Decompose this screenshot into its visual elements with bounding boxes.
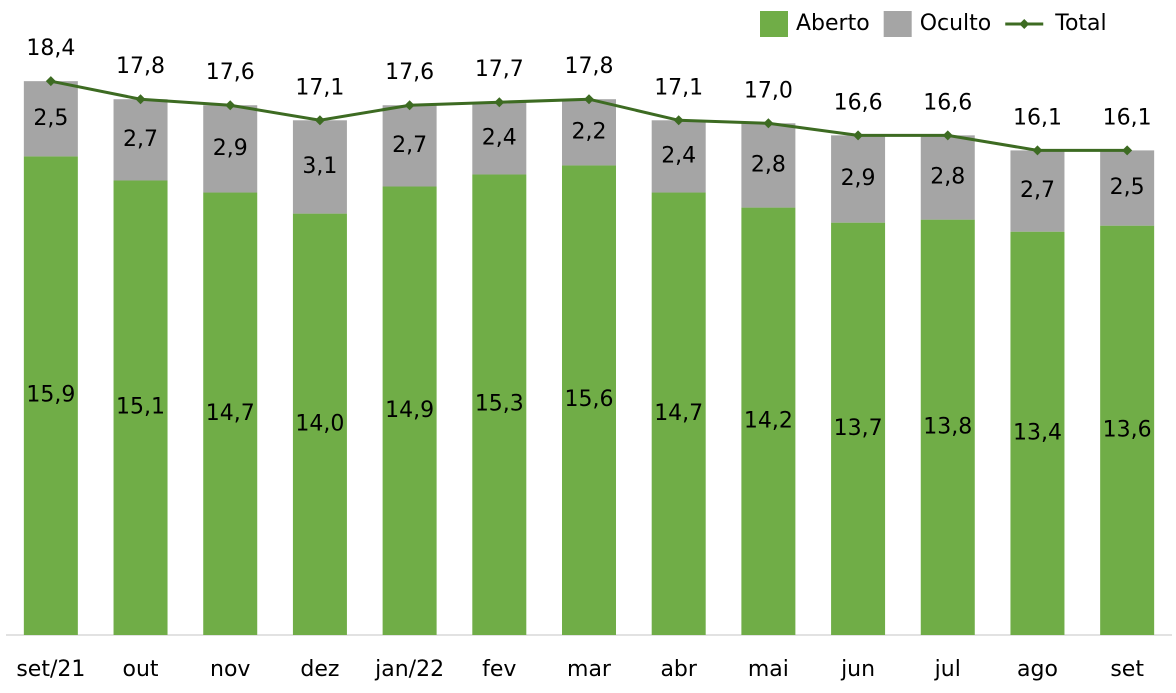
x-tick-label: dez	[300, 657, 339, 682]
line-marker	[1122, 145, 1133, 156]
x-tick-label: mai	[748, 657, 789, 682]
bar-segment	[292, 213, 347, 635]
data-label: 2,7	[392, 133, 427, 158]
line-marker	[45, 76, 56, 87]
x-tick-label: out	[123, 657, 159, 682]
data-label: 16,6	[834, 90, 883, 115]
bar-segment	[472, 174, 527, 635]
x-tick-label: abr	[660, 657, 697, 682]
data-label: 15,3	[475, 392, 524, 417]
data-label: 2,8	[751, 152, 786, 177]
data-label: 13,4	[1013, 420, 1062, 445]
data-label: 14,7	[206, 401, 255, 426]
bar-segment	[382, 105, 437, 187]
data-label: 2,4	[482, 125, 517, 150]
bar-segment	[472, 102, 527, 175]
data-label: 2,5	[33, 106, 68, 131]
bar-segment	[1100, 225, 1155, 635]
bar-segment	[741, 123, 796, 208]
data-label: 15,9	[26, 383, 75, 408]
bar-segment	[23, 81, 78, 157]
data-label: 2,7	[1020, 178, 1055, 203]
data-label: 17,0	[744, 78, 793, 103]
data-label: 3,1	[302, 154, 337, 179]
bar-segment	[113, 99, 168, 181]
data-label: 15,1	[116, 395, 165, 420]
data-label: 14,0	[295, 411, 344, 436]
x-tick-label: set	[1110, 657, 1144, 682]
bar-segment	[1010, 231, 1065, 635]
x-tick-label: mar	[567, 657, 612, 682]
legend-label: Aberto	[796, 11, 870, 36]
data-label: 2,8	[930, 164, 965, 189]
line-marker	[404, 100, 415, 111]
data-label: 17,7	[475, 57, 524, 82]
bar-segment	[203, 105, 258, 193]
data-label: 14,2	[744, 408, 793, 433]
bar-segment	[920, 135, 975, 220]
bar-segment	[920, 219, 975, 635]
line-marker	[135, 94, 146, 105]
bar-segment	[651, 192, 706, 635]
data-label: 2,2	[572, 119, 607, 144]
legend-swatch-marker	[1019, 19, 1030, 29]
data-label: 17,6	[206, 60, 255, 85]
data-label: 15,6	[565, 387, 614, 412]
data-label: 18,4	[26, 36, 75, 61]
bar-segment	[382, 186, 437, 635]
bar-segment	[831, 222, 886, 635]
data-label: 17,1	[654, 75, 703, 100]
legend-label: Total	[1054, 11, 1106, 36]
data-label: 13,6	[1103, 417, 1152, 442]
data-label: 16,1	[1103, 105, 1152, 130]
bar-segment	[203, 192, 258, 635]
bar-segment	[1010, 150, 1065, 232]
line-marker	[225, 100, 236, 111]
bar-segment	[562, 165, 616, 635]
x-tick-label: ago	[1017, 657, 1058, 682]
line-marker	[853, 130, 864, 141]
data-label: 2,4	[661, 143, 696, 168]
data-label: 13,7	[834, 416, 883, 441]
bar-segment	[292, 120, 347, 214]
line-marker	[763, 118, 774, 129]
x-tick-label: jan/22	[374, 657, 444, 682]
data-label: 16,1	[1013, 105, 1062, 130]
data-label: 17,8	[116, 54, 165, 79]
bar-segment	[831, 135, 886, 223]
line-marker	[584, 94, 594, 105]
data-label: 2,9	[841, 166, 876, 191]
x-tick-label: jun	[840, 657, 875, 682]
line-marker	[942, 130, 953, 141]
data-label: 2,9	[213, 136, 248, 161]
data-label: 17,8	[565, 54, 614, 79]
data-label: 14,7	[654, 401, 703, 426]
bar-segment	[113, 180, 168, 636]
legend-swatch	[760, 11, 788, 37]
bar-segment	[741, 207, 796, 635]
bar-segment	[651, 120, 706, 193]
legend-label: Oculto	[920, 11, 992, 36]
data-label: 2,5	[1110, 175, 1145, 200]
data-label: 2,7	[123, 127, 158, 152]
data-label: 13,8	[923, 414, 972, 439]
line-marker	[314, 115, 325, 126]
bar-segment	[1100, 150, 1155, 226]
bar-segment	[23, 156, 78, 635]
x-tick-label: jul	[934, 657, 961, 682]
line-marker	[494, 97, 505, 108]
x-tick-label: nov	[210, 657, 250, 682]
x-tick-label: fev	[482, 657, 516, 682]
x-tick-label: set/21	[16, 657, 85, 682]
line-marker	[1032, 145, 1043, 156]
data-label: 17,6	[385, 60, 434, 85]
data-label: 14,9	[385, 398, 434, 423]
bar-segment	[562, 99, 616, 166]
data-label: 16,6	[923, 90, 972, 115]
line-marker	[673, 115, 684, 126]
legend-swatch	[883, 11, 912, 37]
data-label: 17,1	[295, 75, 344, 100]
